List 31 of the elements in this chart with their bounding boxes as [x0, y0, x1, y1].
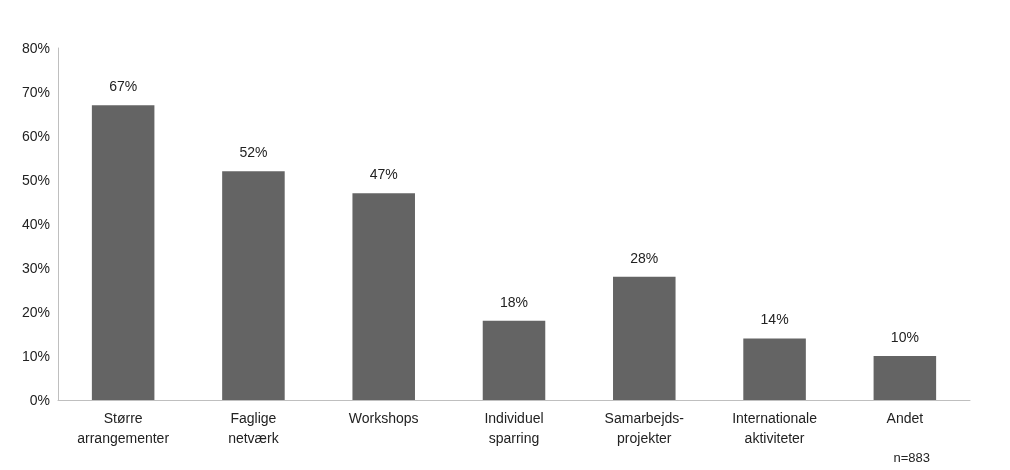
y-tick-label: 60% [21, 128, 50, 144]
y-tick-label: 30% [21, 260, 50, 276]
y-tick-label: 20% [21, 304, 50, 320]
bar [91, 105, 155, 400]
x-tick-label: Faglige netværk [228, 410, 280, 446]
data-label: 10% [890, 329, 919, 345]
bar [222, 171, 285, 400]
y-tick-label: 80% [21, 40, 50, 56]
data-label: 28% [630, 249, 659, 266]
x-tick-label: Samarbejds-projekter [604, 410, 685, 446]
y-tick-label: 0% [29, 392, 50, 408]
bar [743, 338, 806, 400]
data-label: 47% [369, 166, 398, 183]
y-tick-label: 10% [21, 348, 50, 364]
bar [352, 193, 415, 400]
x-tick-label: Workshops [348, 410, 419, 426]
text: n=883 [893, 450, 930, 465]
data-label: 52% [239, 144, 268, 161]
data-label: 14% [760, 311, 789, 328]
y-tick-label: 50% [21, 172, 50, 188]
data-label: 18% [499, 293, 529, 310]
x-tick-label: Større arrangementer [77, 410, 170, 446]
bar [482, 320, 546, 400]
y-tick-label: 40% [21, 216, 50, 232]
x-tick-label: Individuel sparring [484, 410, 544, 446]
x-tick-label: Andet [886, 410, 924, 426]
bar [613, 276, 676, 400]
bar [873, 356, 937, 400]
data-label: 67% [109, 78, 138, 95]
x-tick-label: Internationale aktiviteter [732, 410, 818, 446]
y-tick-label: 70% [21, 84, 50, 100]
